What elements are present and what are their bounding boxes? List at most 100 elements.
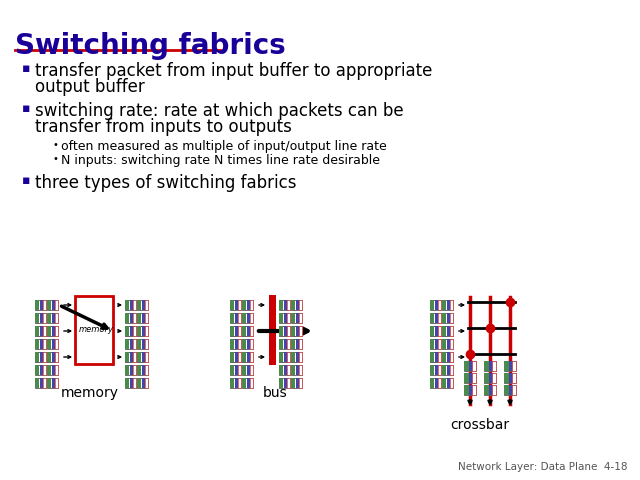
- Bar: [465, 373, 468, 383]
- Bar: [125, 300, 136, 310]
- Bar: [291, 326, 302, 336]
- Bar: [435, 326, 438, 336]
- Bar: [509, 361, 513, 371]
- Bar: [243, 378, 246, 387]
- Bar: [230, 352, 241, 362]
- Bar: [296, 378, 299, 387]
- Bar: [35, 352, 46, 362]
- Bar: [449, 365, 452, 374]
- Bar: [237, 352, 241, 361]
- Bar: [442, 352, 453, 362]
- Bar: [291, 326, 295, 336]
- Bar: [230, 326, 241, 336]
- Bar: [442, 313, 446, 323]
- Bar: [250, 326, 253, 336]
- Bar: [243, 352, 246, 361]
- Bar: [52, 378, 55, 387]
- Bar: [129, 326, 133, 336]
- Bar: [47, 313, 51, 323]
- Bar: [512, 385, 516, 395]
- Bar: [138, 313, 141, 323]
- Bar: [230, 326, 241, 336]
- Bar: [145, 352, 148, 361]
- Bar: [35, 300, 39, 310]
- Bar: [280, 365, 284, 374]
- Bar: [250, 300, 253, 310]
- Bar: [287, 365, 290, 374]
- Bar: [145, 313, 148, 323]
- Bar: [430, 313, 435, 323]
- Bar: [442, 352, 453, 362]
- Bar: [243, 326, 246, 336]
- Bar: [47, 352, 58, 362]
- Bar: [269, 295, 276, 365]
- Bar: [442, 313, 453, 323]
- Bar: [449, 352, 452, 361]
- Bar: [230, 365, 241, 375]
- Bar: [230, 326, 234, 336]
- Bar: [430, 313, 441, 323]
- Bar: [42, 300, 45, 310]
- Text: Switching fabrics: Switching fabrics: [15, 32, 285, 60]
- Bar: [492, 361, 495, 371]
- Bar: [465, 361, 468, 371]
- Bar: [469, 373, 472, 383]
- Bar: [132, 326, 136, 336]
- Bar: [509, 373, 513, 383]
- Bar: [284, 313, 287, 323]
- Bar: [279, 313, 290, 323]
- Bar: [435, 339, 438, 348]
- Bar: [472, 373, 476, 383]
- Bar: [141, 326, 145, 336]
- Bar: [442, 326, 446, 336]
- Bar: [246, 313, 250, 323]
- Bar: [129, 352, 133, 361]
- Bar: [449, 326, 452, 336]
- Bar: [296, 365, 299, 374]
- Bar: [489, 385, 493, 395]
- Bar: [138, 326, 141, 336]
- Bar: [279, 326, 290, 336]
- Bar: [243, 365, 246, 374]
- Bar: [246, 378, 250, 387]
- Bar: [298, 300, 301, 310]
- Bar: [47, 339, 51, 348]
- Bar: [504, 373, 516, 383]
- Bar: [42, 326, 45, 336]
- Bar: [125, 352, 129, 361]
- Bar: [430, 365, 435, 374]
- Bar: [438, 352, 440, 361]
- Bar: [246, 365, 250, 374]
- Bar: [125, 365, 136, 375]
- Bar: [47, 365, 51, 374]
- Bar: [138, 300, 141, 310]
- Bar: [52, 326, 55, 336]
- Bar: [280, 339, 284, 348]
- Bar: [484, 373, 496, 383]
- Bar: [435, 352, 438, 361]
- Bar: [137, 352, 148, 362]
- Bar: [484, 385, 488, 395]
- Bar: [287, 326, 290, 336]
- Bar: [279, 339, 290, 349]
- Bar: [279, 365, 290, 375]
- Bar: [125, 352, 136, 362]
- Bar: [35, 300, 46, 310]
- Text: Network Layer: Data Plane  4-18: Network Layer: Data Plane 4-18: [458, 462, 628, 472]
- Bar: [234, 313, 238, 323]
- Bar: [442, 378, 453, 388]
- Bar: [298, 378, 301, 387]
- Bar: [430, 352, 435, 361]
- Bar: [449, 326, 452, 336]
- Bar: [137, 326, 148, 336]
- Bar: [54, 352, 58, 361]
- Bar: [296, 352, 299, 361]
- Bar: [54, 352, 58, 361]
- Bar: [234, 326, 238, 336]
- Bar: [430, 352, 441, 362]
- Bar: [430, 339, 441, 349]
- Bar: [438, 326, 440, 336]
- Bar: [35, 352, 39, 361]
- Bar: [137, 300, 148, 310]
- Bar: [298, 326, 301, 336]
